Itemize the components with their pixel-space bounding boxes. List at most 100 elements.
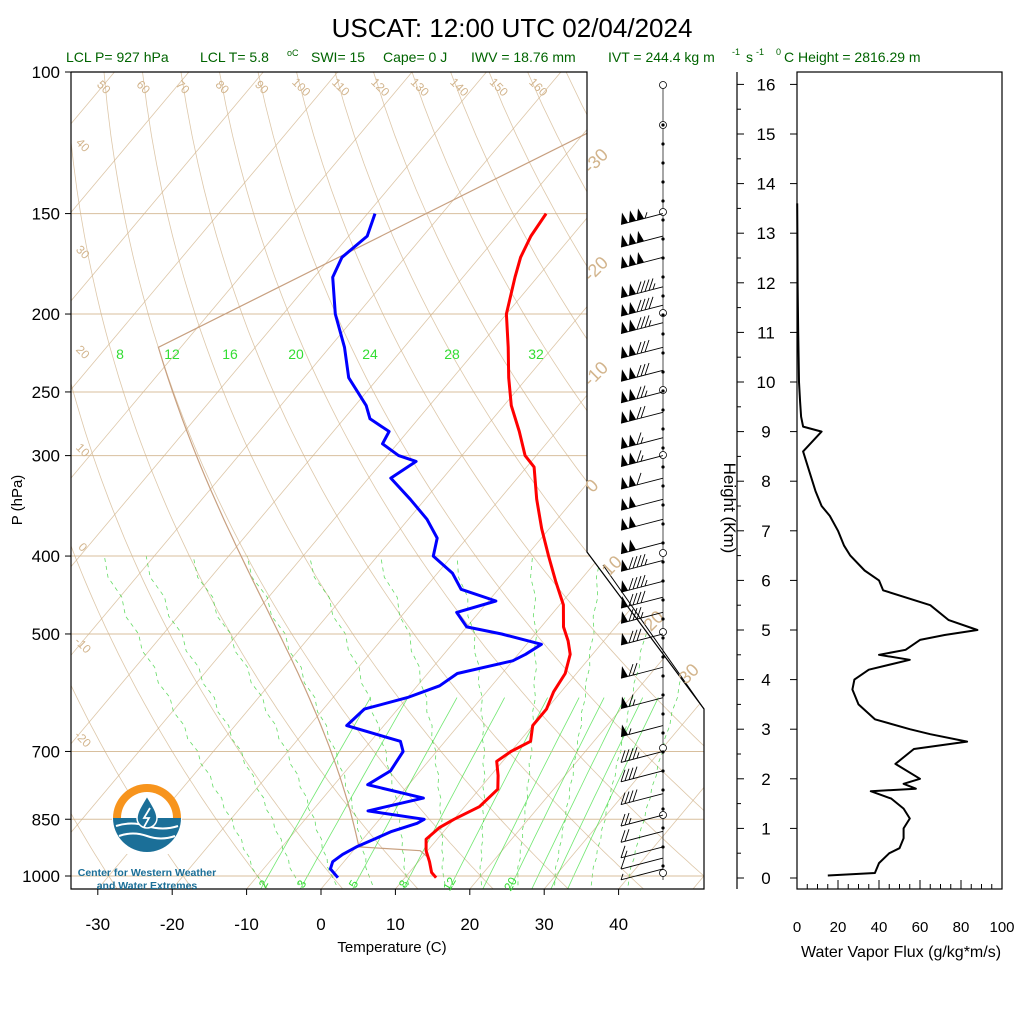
wind-dot [661, 313, 665, 317]
dry-adiabat-line [642, 72, 704, 889]
mixing-ratio-line [297, 697, 409, 889]
isotherm-line [71, 72, 562, 889]
mixing-ratio-label: 20 [288, 346, 304, 362]
wind-barb-flag [628, 593, 634, 607]
mixing-ratio-label: 32 [528, 346, 544, 362]
wind-barb-flag [632, 608, 638, 621]
y-tick-label: 400 [32, 547, 60, 566]
mixing-ratio-label: 12 [164, 346, 180, 362]
wind-barb-flag [644, 315, 650, 328]
mixing-ratio-line [548, 697, 644, 889]
height-tick-label: 9 [761, 423, 770, 442]
wind-dot [661, 750, 665, 754]
wind-barb [620, 516, 664, 531]
adiabat-side-label: -10 [72, 634, 94, 656]
wind-barb-pennant [629, 516, 636, 529]
wind-calm-circle [659, 451, 667, 459]
wind-barb-half-flag [636, 752, 640, 759]
wind-barb-pennant [637, 252, 644, 265]
flux-x-tick-label: 40 [871, 919, 888, 936]
wind-barb-flag [636, 299, 642, 313]
wind-barb-pennant [621, 518, 628, 531]
logo-text-line2: and Water Extremes [97, 880, 198, 892]
wind-barb-half-flag [648, 320, 652, 327]
wind-barb-half-flag [644, 390, 648, 397]
wind-barb-flag [636, 472, 642, 486]
logo-text-line1: Center for Western Weather [78, 867, 216, 879]
wind-barb [620, 208, 664, 225]
wind-barb-pennant [637, 230, 644, 243]
flux-x-tick-label: 60 [912, 919, 929, 936]
wind-barb-flag [628, 578, 634, 591]
height-tick-label: 3 [761, 720, 770, 739]
flux-x-tick-label: 80 [953, 919, 970, 936]
wind-barb-pennant [629, 474, 636, 487]
wind-dot [661, 446, 665, 450]
dry-adiabat-label: 150 [487, 75, 511, 99]
wind-barb [620, 662, 664, 679]
wind-barb [620, 432, 664, 450]
wind-dot [661, 123, 665, 127]
isotherm-line [71, 72, 704, 889]
wind-barb-pennant [621, 559, 628, 572]
wind-barb-flag [632, 789, 638, 802]
subtitle-ivt-s: s [746, 49, 753, 65]
wind-barb-flag [624, 791, 630, 804]
wind-barb-flag [628, 663, 634, 677]
subtitle-lcl-p: LCL P= 927 hPa [66, 49, 169, 65]
logo-bolt-icon [142, 807, 151, 828]
wind-barb [620, 472, 664, 490]
wind-barb-flag [620, 813, 626, 827]
dry-adiabat-label: 140 [447, 75, 471, 99]
wind-barb-pennant [621, 212, 628, 225]
wind-barb-half-flag [640, 455, 644, 462]
mixing-ratio-line [507, 697, 605, 889]
wind-barb-pennant [629, 302, 636, 315]
wind-barb-pennant [621, 696, 628, 709]
wind-barb [620, 747, 664, 763]
wind-barb-pennant [621, 321, 628, 334]
wind-barb-pennant [621, 498, 628, 511]
y-axis-label: P (hPa) [9, 475, 26, 526]
wind-barb-flag [640, 340, 646, 354]
wind-barb-staff [620, 518, 664, 531]
parcel-path-line [157, 72, 704, 859]
wind-dot [661, 579, 665, 583]
subtitle-line: LCL P= 927 hPa LCL T= 5.8 oC SWI= 15 Cap… [66, 47, 921, 65]
moist-adiabat-line [551, 556, 602, 889]
wind-dot [661, 237, 665, 241]
wind-barb [620, 252, 664, 269]
wind-barb [620, 829, 664, 843]
wind-dot [661, 674, 665, 678]
wind-barb [620, 362, 664, 382]
wind-barb-flag [636, 450, 642, 463]
wind-dot [661, 560, 665, 564]
dry-adiabat-line [71, 72, 425, 889]
y-tick-label: 300 [32, 447, 60, 466]
wind-barb-pennant [621, 632, 628, 645]
wind-barb-flag [640, 298, 646, 312]
wind-barb-flag [644, 339, 650, 353]
dry-adiabat-line [488, 72, 704, 889]
dry-adiabat-label: 70 [173, 77, 193, 97]
wind-barb-pennant [629, 344, 636, 357]
wind-barb-pennant [629, 434, 636, 447]
dry-adiabat-label: 50 [94, 77, 114, 97]
x-tick-label: 40 [609, 915, 628, 934]
wind-barb-staff [620, 814, 664, 827]
wind-barb-flag [640, 405, 646, 419]
isotherm-label: -30 [579, 144, 612, 177]
height-tick-label: 11 [757, 323, 775, 342]
flux-y-axis-label: Height (Km) [720, 463, 739, 554]
wind-barb-pennant [621, 235, 628, 248]
dry-adiabat-line [296, 72, 704, 889]
dry-adiabat-label: 80 [213, 77, 233, 97]
wind-barb-half-flag [652, 283, 656, 290]
wind-barb-flag [632, 766, 638, 779]
wind-dot [661, 180, 665, 184]
skewt-plot-area [71, 72, 704, 889]
wind-dot [661, 807, 665, 811]
wind-dot [661, 161, 665, 165]
wind-barb-flag [624, 812, 630, 826]
